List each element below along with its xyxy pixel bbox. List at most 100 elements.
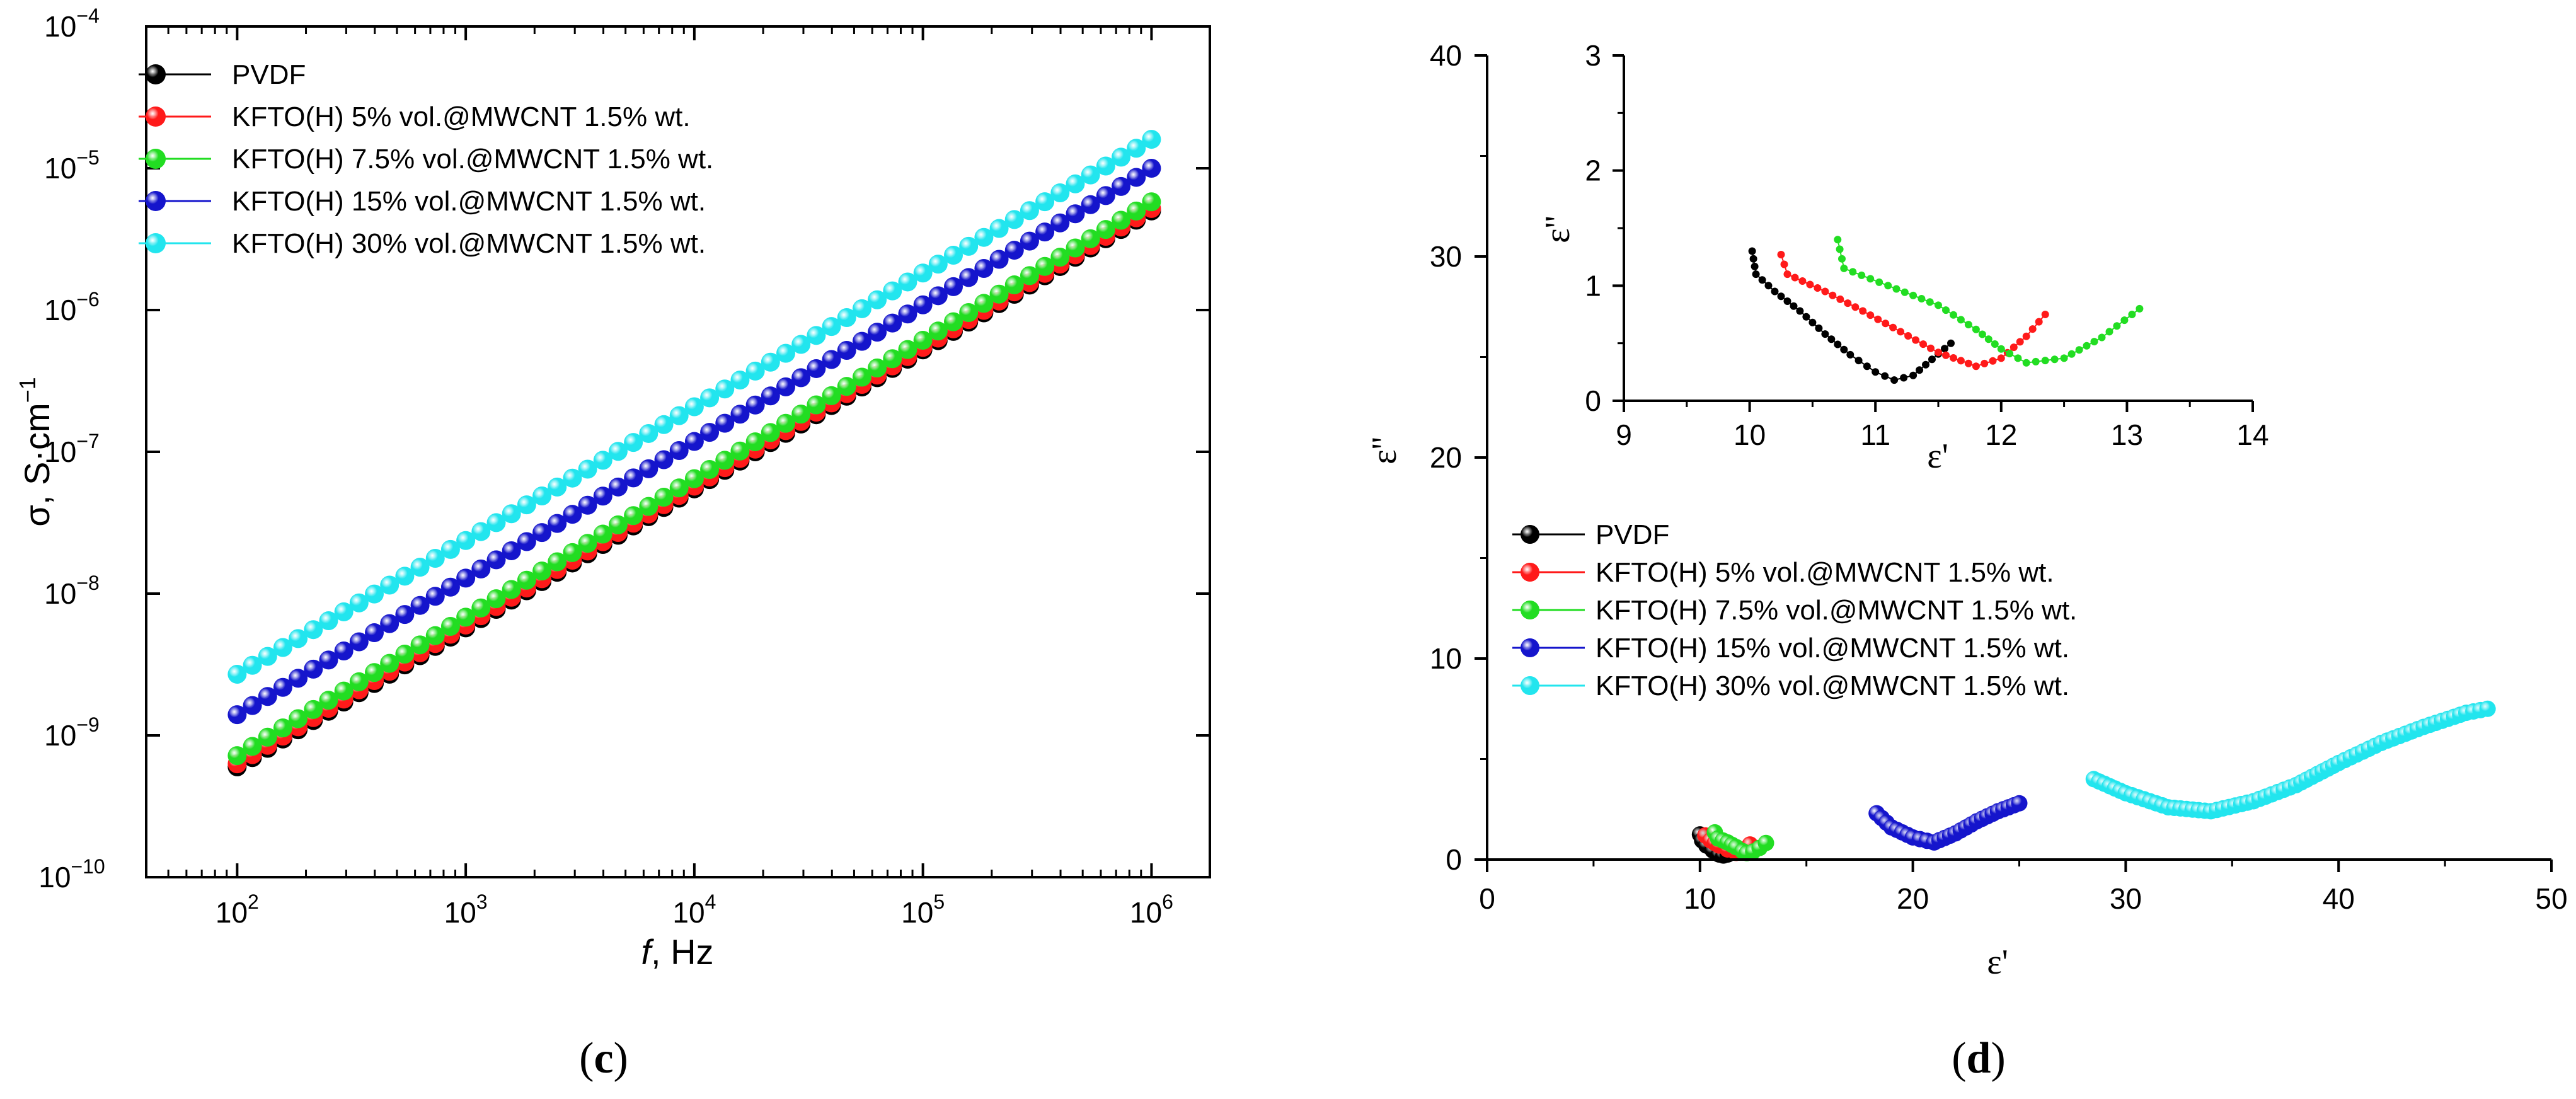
- chart-c-data-point: [837, 341, 856, 360]
- chart-c-data-point: [243, 737, 262, 756]
- chart-c-data-point: [227, 746, 247, 766]
- chart-d-inset-data-point: [1935, 348, 1942, 357]
- chart-c-data-point: [700, 460, 720, 480]
- chart-d-inset-data-point: [1927, 344, 1935, 352]
- chart-c-data-point: [883, 313, 902, 333]
- chart-d-inset-data-point: [2075, 346, 2083, 354]
- chart-c-x-tick-label: 103: [444, 890, 488, 929]
- chart-d-inset-data-point: [1838, 255, 1846, 263]
- chart-c-data-point: [502, 504, 521, 524]
- chart-c-data-point: [349, 593, 369, 613]
- chart-c-data-point: [258, 647, 277, 666]
- chart-c-data-point: [471, 522, 491, 541]
- chart-c-data-point: [289, 709, 308, 728]
- chart-d-inset-data-point: [1900, 288, 1909, 296]
- chart-d-inset-data-point: [1947, 339, 1955, 347]
- chart-c-data-point: [928, 286, 948, 306]
- chart-d-inset-data-point: [1997, 354, 2005, 362]
- chart-d-inset-data-point: [1749, 255, 1757, 263]
- chart-c-data-point: [1035, 192, 1055, 212]
- chart-d-x-tick-label: 30: [2110, 882, 2142, 915]
- chart-c-data-point: [944, 245, 963, 265]
- chart-c-data-point: [319, 611, 338, 631]
- chart-c-data-point: [1081, 165, 1100, 185]
- chart-d-inset-data-point: [1815, 324, 1823, 332]
- chart-d-inset-data-point: [2041, 311, 2049, 318]
- chart-d-inset-data-point: [1840, 264, 1848, 272]
- chart-c-data-point: [944, 277, 963, 296]
- chart-d-series: [1868, 795, 2028, 851]
- chart-c-data-point: [1050, 213, 1070, 233]
- chart-c-data-point: [425, 626, 445, 645]
- chart-c-data-point: [517, 532, 536, 551]
- chart-d-inset-data-point: [1904, 332, 1912, 340]
- chart-c-data-point: [578, 495, 597, 515]
- chart-c-data-point: [1081, 229, 1100, 248]
- chart-d-inset-data-point: [1798, 277, 1807, 285]
- chart-c-series: [227, 130, 1161, 684]
- chart-c-data-point: [669, 478, 689, 498]
- chart-d-y-tick-label: 40: [1430, 39, 1462, 72]
- chart-d-inset-series: [1834, 236, 2144, 367]
- chart-d-inset-data-point: [1912, 336, 1920, 344]
- chart-d-inset-y-axis-title: ε'': [1538, 216, 1577, 243]
- chart-d-inset-data-point: [1796, 307, 1804, 315]
- chart-d-inset-data-point: [1777, 292, 1785, 301]
- chart-d-inset-data-point: [2006, 350, 2014, 358]
- chart-d-inset-data-point: [1916, 366, 1924, 374]
- chart-c-data-point: [669, 441, 689, 461]
- chart-c-data-point: [304, 659, 323, 679]
- chart-c-data-point: [304, 699, 323, 719]
- chart-c-legend-item: PVDF: [139, 59, 306, 90]
- chart-c-data-point: [654, 415, 674, 434]
- chart-c-data-point: [639, 423, 658, 443]
- chart-c-data-point: [319, 650, 338, 670]
- chart-d-y-tick-label: 0: [1446, 843, 1462, 876]
- chart-c-data-point: [456, 607, 476, 627]
- chart-c-data-point: [700, 388, 720, 408]
- chart-d-inset-data-point: [1829, 291, 1837, 299]
- chart-d-inset-data-point: [1889, 323, 1897, 331]
- chart-c-data-point: [365, 663, 384, 682]
- chart-c-data-point: [1050, 248, 1070, 267]
- chart-c-series-layer: [227, 130, 1161, 776]
- chart-c-legend-label: KFTO(H) 15% vol.@MWCNT 1.5% wt.: [232, 186, 706, 217]
- chart-d-inset-data-point: [1821, 330, 1829, 338]
- chart-d-inset-data-point: [2028, 325, 2037, 333]
- chart-c-x-tick-label: 105: [901, 890, 945, 929]
- chart-c-data-point: [1020, 231, 1039, 251]
- chart-c-data-point: [776, 343, 795, 363]
- chart-d-inset-data-point: [1821, 287, 1829, 296]
- chart-c-data-point: [807, 395, 826, 415]
- chart-c-legend-label: PVDF: [232, 59, 306, 90]
- chart-d-inset-data-point: [1890, 376, 1899, 384]
- chart-d-inset-data-point: [1840, 345, 1848, 354]
- chart-d-inset-data-point: [1849, 268, 1857, 276]
- chart-d-y-tick-label: 10: [1430, 642, 1462, 675]
- chart-d-inset-data-point: [1874, 315, 1882, 323]
- chart-d-inset-data-point: [1791, 273, 1799, 282]
- chart-c-data-point: [593, 451, 612, 470]
- chart-c-data-point: [502, 580, 521, 599]
- chart-c-data-point: [989, 219, 1009, 238]
- panel-label-c: (c): [579, 1034, 628, 1083]
- chart-d-legend-label: KFTO(H) 5% vol.@MWCNT 1.5% wt.: [1596, 557, 2054, 588]
- chart-d-legend-label: PVDF: [1596, 519, 1669, 550]
- chart-c-data-point: [532, 561, 552, 581]
- chart-d-data-point: [2479, 700, 2496, 717]
- chart-d-inset-data-point: [1834, 340, 1842, 348]
- chart-c-data-point: [395, 567, 415, 586]
- chart-c-data-point: [365, 623, 384, 643]
- chart-c-data-point: [1096, 156, 1115, 176]
- chart-c-data-point: [227, 664, 247, 684]
- chart-c-data-point: [1066, 204, 1085, 224]
- chart-d-inset-data-point: [1957, 316, 1965, 324]
- chart-c-data-point: [654, 450, 674, 469]
- chart-d-inset-data-point: [1783, 270, 1791, 279]
- chart-c-data-point: [1004, 241, 1024, 260]
- chart-c-data-point: [944, 312, 963, 331]
- chart-c-data-point: [959, 268, 979, 287]
- chart-c-data-point: [1142, 159, 1161, 178]
- chart-c-data-point: [380, 575, 400, 595]
